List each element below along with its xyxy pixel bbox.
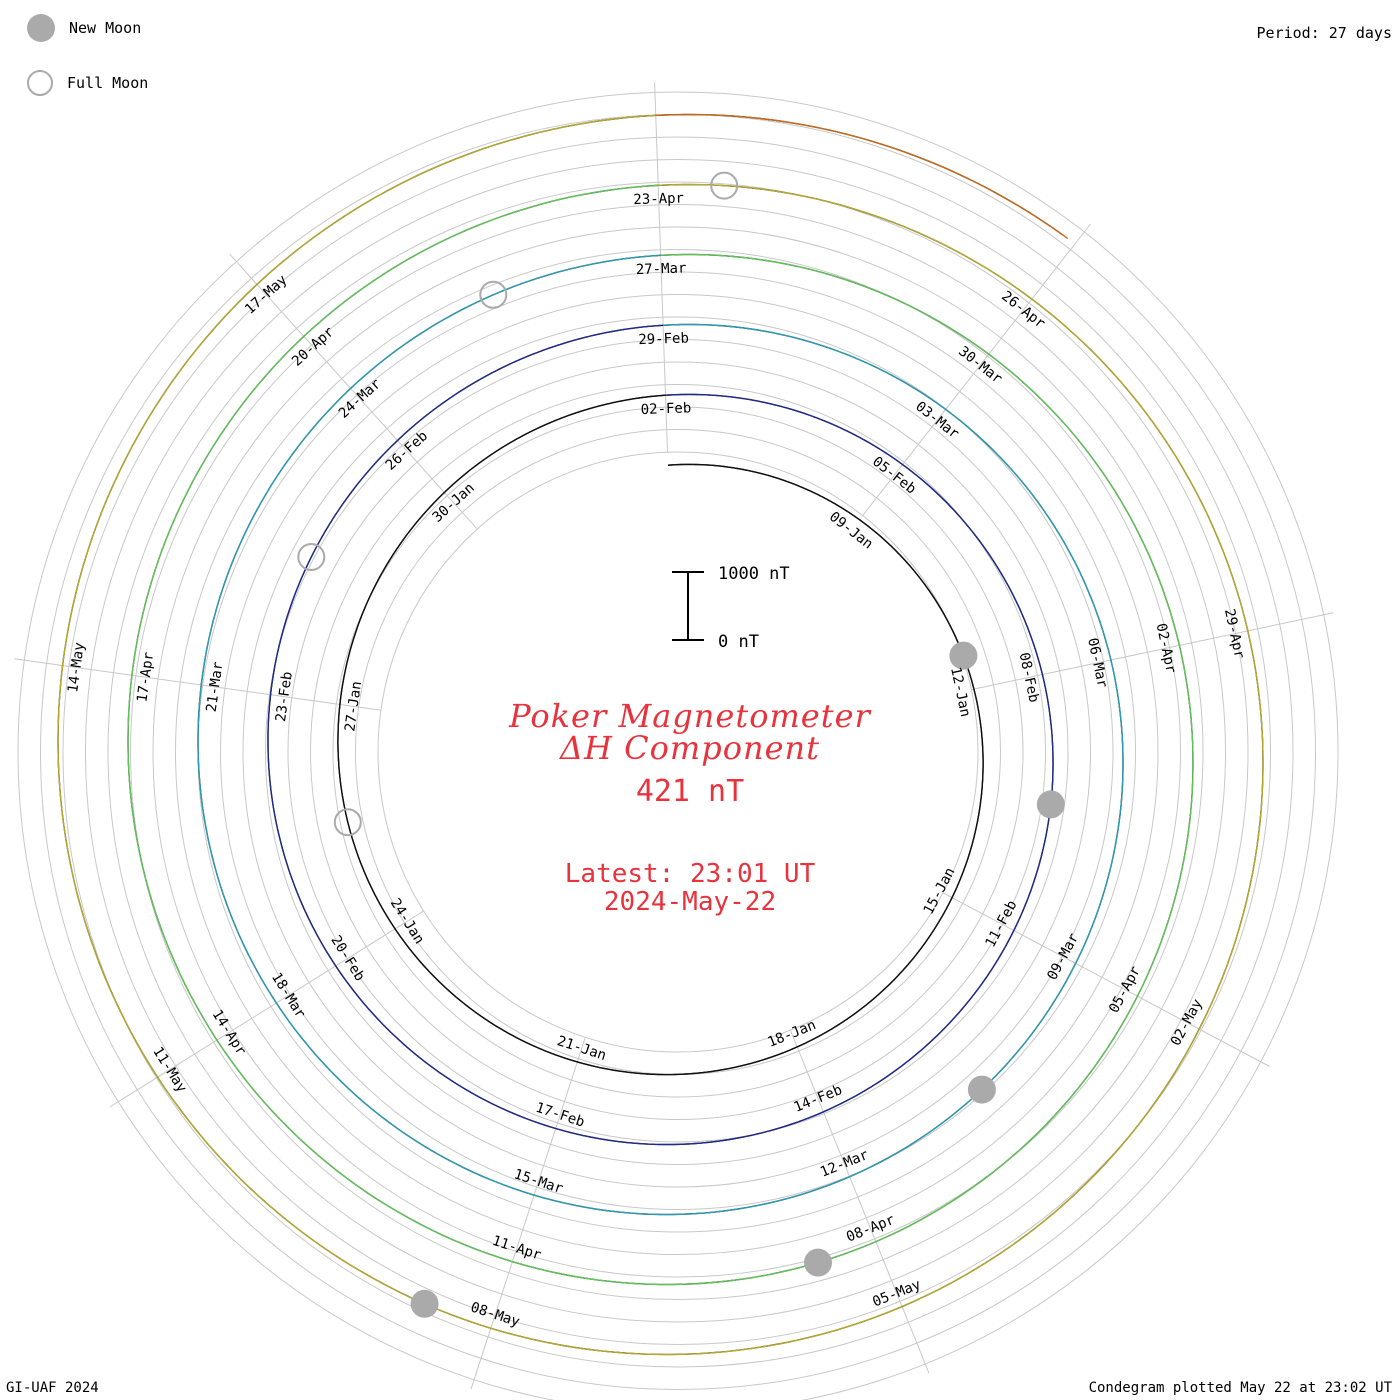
legend-new-moon: New Moon — [27, 14, 141, 42]
grid — [14, 82, 1339, 1400]
grid-ring — [175, 249, 1181, 1255]
grid-ring — [332, 406, 1024, 1098]
trace-turn-2 — [267, 324, 1054, 1146]
grid-spoke — [862, 223, 1091, 516]
new-moon-icon — [27, 14, 55, 42]
full-moon-marker — [297, 543, 326, 571]
date-label: 11-Apr — [490, 1233, 543, 1264]
date-label: 17-Apr — [134, 651, 157, 703]
new-moon-marker — [804, 1248, 832, 1277]
grid-ring — [287, 361, 1069, 1143]
grid-ring — [62, 136, 1294, 1368]
center-title: Poker Magnetometer ΔH Component — [390, 700, 990, 764]
new-moon-marker — [949, 641, 978, 670]
title-line-2: ΔH Component — [559, 729, 821, 767]
title-line-1: Poker Magnetometer — [509, 697, 871, 735]
period-label: Period: 27 days — [1256, 24, 1392, 42]
trace-turn-1 — [337, 394, 984, 1076]
grid-ring — [17, 91, 1339, 1400]
date-label: 02-Feb — [640, 400, 691, 418]
grid-ring — [130, 204, 1226, 1300]
date-label: 08-May — [469, 1299, 522, 1330]
date-label: 26-Feb — [383, 428, 431, 474]
date-label: 20-Feb — [327, 933, 367, 984]
scale-bar: 1000 nT 0 nT — [672, 564, 790, 652]
grid-ring — [152, 226, 1204, 1278]
scale-bar-bottom-label: 0 nT — [718, 632, 759, 652]
grid-spoke — [229, 253, 478, 530]
legend-new-moon-label: New Moon — [69, 19, 142, 37]
trace-turn-5 — [57, 114, 1264, 1356]
grid-spoke — [14, 658, 381, 711]
latest-time: Latest: 23:01 UT 2024-May-22 — [390, 860, 990, 916]
new-moon-marker — [410, 1289, 439, 1318]
date-label: 15-Mar — [512, 1166, 565, 1197]
date-label: 23-Feb — [273, 671, 296, 723]
footer-right: Condegram plotted May 22 at 23:02 UT — [1088, 1380, 1392, 1396]
trace-turn-6 — [655, 113, 1069, 240]
date-label: 29-Feb — [638, 330, 689, 348]
date-label: 30-Jan — [430, 480, 478, 526]
date-label: 27-Jan — [342, 680, 365, 732]
grid-spoke — [971, 612, 1334, 691]
full-moon-icon — [27, 70, 53, 96]
grid-ring — [220, 294, 1136, 1210]
date-label: 05-Feb — [869, 454, 919, 498]
date-label: 14-May — [65, 641, 88, 693]
date-label: 26-Apr — [998, 288, 1048, 332]
date-label: 14-Apr — [209, 1007, 249, 1058]
date-label: 09-Jan — [826, 509, 876, 553]
date-label: 05-Apr — [1106, 964, 1144, 1016]
date-label: 24-Mar — [336, 376, 384, 422]
date-label: 12-Mar — [818, 1147, 871, 1181]
date-label: 27-Mar — [636, 260, 687, 278]
legend-full-moon: Full Moon — [27, 70, 148, 96]
date-label: 02-May — [1168, 997, 1206, 1049]
latest-line-2: 2024-May-22 — [603, 887, 777, 917]
latest-line-1: Latest: 23:01 UT — [564, 859, 816, 889]
new-moon-marker — [1036, 790, 1065, 819]
full-moon-marker — [333, 808, 362, 837]
date-label: 23-Apr — [633, 190, 684, 208]
moon-markers — [297, 171, 1065, 1318]
grid-spoke — [654, 82, 668, 453]
traces — [57, 113, 1264, 1356]
current-value: 421 nT — [635, 774, 745, 809]
grid-ring — [265, 339, 1091, 1165]
grid-ring — [107, 181, 1249, 1323]
date-label: 11-May — [149, 1044, 189, 1095]
legend-full-moon-label: Full Moon — [67, 74, 149, 92]
grid-spoke — [109, 910, 424, 1108]
grid-spoke — [470, 1037, 586, 1390]
grid-ring — [310, 384, 1046, 1120]
grid-ring — [377, 451, 979, 1053]
date-label: 03-Mar — [912, 399, 962, 443]
footer-left: GI-UAF 2024 — [6, 1380, 99, 1396]
grid-ring — [242, 316, 1114, 1188]
full-moon-marker — [479, 280, 508, 309]
scale-bar-top-label: 1000 nT — [718, 564, 790, 584]
full-moon-marker — [710, 171, 739, 200]
date-label: 05-May — [870, 1277, 923, 1311]
date-label: 21-Mar — [204, 661, 227, 713]
date-label: 09-Mar — [1044, 931, 1082, 983]
grid-ring — [85, 159, 1271, 1345]
new-moon-marker — [967, 1075, 996, 1104]
trace-turn-3 — [197, 254, 1124, 1216]
grid-spoke — [942, 892, 1270, 1067]
date-label: 20-Apr — [289, 324, 337, 370]
date-label: 18-Mar — [268, 970, 308, 1021]
date-label: 14-Feb — [792, 1082, 845, 1116]
trace-turn-4 — [127, 184, 1194, 1286]
date-label: 17-Feb — [533, 1100, 586, 1131]
grid-spoke — [789, 1030, 930, 1374]
